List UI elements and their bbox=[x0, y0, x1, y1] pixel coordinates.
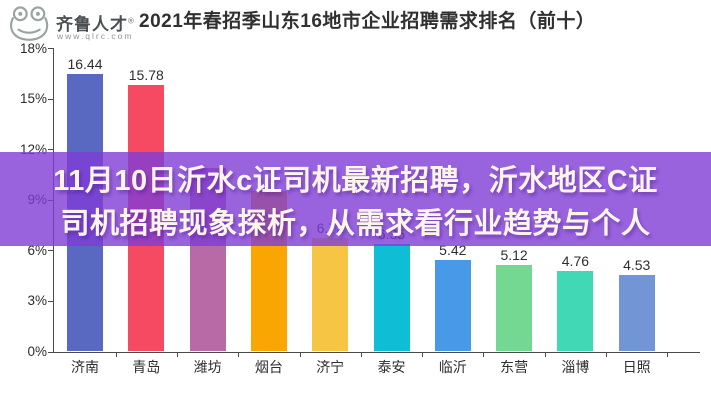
bar-value-label: 16.44 bbox=[67, 56, 103, 73]
x-axis-category-label: 济南 bbox=[71, 358, 99, 375]
x-axis-tick bbox=[176, 352, 178, 357]
bar bbox=[312, 238, 349, 352]
bar-value-label: 4.76 bbox=[561, 253, 590, 270]
x-axis-tick bbox=[544, 352, 546, 357]
x-axis-category-label: 淄博 bbox=[561, 358, 590, 375]
x-axis-tick bbox=[115, 352, 117, 357]
bar-value-label: 5.42 bbox=[439, 242, 467, 259]
y-axis-tick bbox=[48, 98, 53, 100]
headline-line-2: 司机招聘现象探析，从需求看行业趋势与个人 bbox=[60, 208, 651, 240]
qlrc-logo: 齐鲁人才® www.qlrc.com bbox=[8, 4, 138, 44]
x-axis-category-label: 烟台 bbox=[254, 358, 283, 375]
headline-line-1: 11月10日沂水c证司机最新招聘，沂水地区C证 bbox=[53, 165, 658, 197]
x-axis-category-label: 潍坊 bbox=[193, 358, 222, 375]
bar bbox=[373, 244, 410, 352]
x-axis-tick bbox=[238, 352, 240, 357]
x-axis-tick bbox=[483, 352, 485, 357]
website-url: www.qlrc.com bbox=[57, 31, 134, 41]
brand-name: 齐鲁人才® bbox=[56, 15, 135, 34]
y-axis-tick bbox=[48, 48, 53, 49]
bar-value-label: 5.12 bbox=[500, 247, 528, 264]
x-axis-tick bbox=[667, 352, 669, 357]
x-axis-category-label: 青岛 bbox=[132, 358, 161, 375]
bar-value-label: 4.53 bbox=[623, 257, 651, 274]
y-axis-tick-label: 3% bbox=[27, 293, 47, 309]
frog-icon bbox=[9, 6, 49, 41]
chart-title: 2021年春招季山东16地市企业招聘需求排名（前十） bbox=[139, 11, 596, 32]
x-axis-line bbox=[53, 351, 700, 353]
bar bbox=[618, 275, 655, 352]
bar-value-label: 15.78 bbox=[128, 67, 164, 84]
x-axis-category-label: 东营 bbox=[500, 358, 529, 375]
bar bbox=[557, 271, 594, 352]
x-axis-category-label: 临沂 bbox=[438, 358, 467, 375]
y-axis-tick-label: 15% bbox=[19, 91, 47, 107]
x-axis-tick bbox=[606, 352, 608, 357]
y-axis-tick bbox=[48, 300, 53, 302]
x-axis-tick bbox=[360, 352, 362, 357]
x-axis-tick bbox=[422, 352, 424, 357]
x-axis-category-label: 泰安 bbox=[377, 358, 406, 375]
bar bbox=[496, 265, 533, 352]
x-axis-category-label: 日照 bbox=[622, 358, 651, 375]
y-axis-tick bbox=[48, 250, 53, 252]
y-axis-tick-label: 18% bbox=[19, 40, 47, 56]
x-axis-category-label: 济宁 bbox=[316, 358, 345, 375]
bar bbox=[434, 260, 471, 352]
y-axis-tick bbox=[48, 149, 53, 151]
y-axis-tick bbox=[48, 351, 53, 353]
y-axis-tick-label: 0% bbox=[27, 344, 47, 359]
trademark-mark: ® bbox=[128, 16, 135, 26]
y-axis-tick-label: 6% bbox=[27, 242, 47, 258]
headline-overlay-banner: 11月10日沂水c证司机最新招聘，沂水地区C证 司机招聘现象探析，从需求看行业趋… bbox=[0, 152, 711, 246]
x-axis-tick bbox=[299, 352, 301, 357]
